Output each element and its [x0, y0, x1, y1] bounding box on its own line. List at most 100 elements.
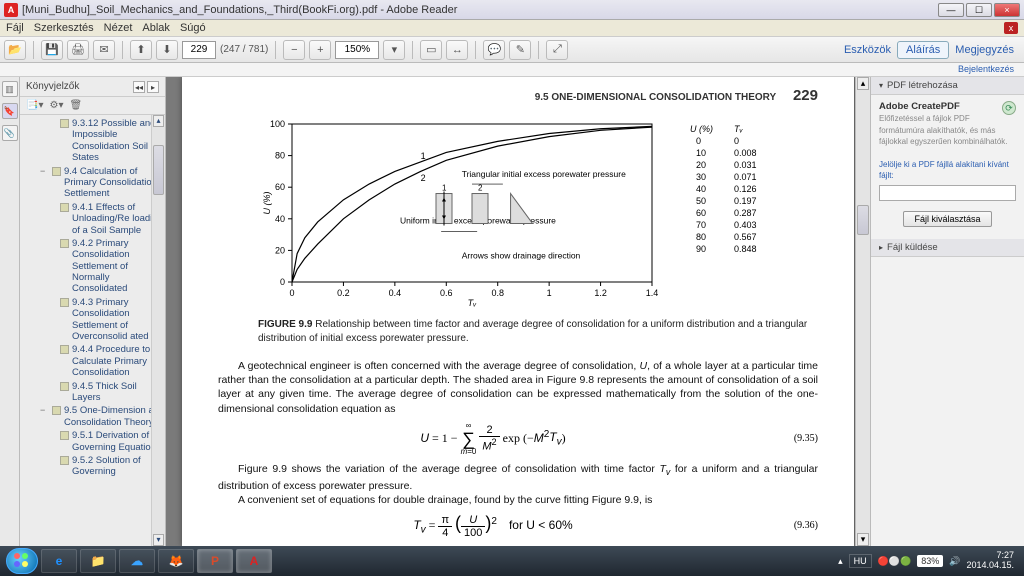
flag-icon[interactable]: 🔴⚪🟢	[878, 556, 912, 567]
svg-text:60: 60	[275, 182, 285, 192]
bm-new-icon[interactable]: 📑▾	[26, 100, 43, 111]
attach-rail-icon[interactable]: 📎	[2, 125, 18, 141]
body-text: A geotechnical engineer is often concern…	[218, 359, 818, 416]
bm-scroll-thumb[interactable]	[153, 145, 164, 195]
bookmark-item[interactable]: 9.5.1 Derivation of Governing Equation	[30, 429, 163, 454]
battery-pct[interactable]: 83%	[917, 555, 943, 567]
clock[interactable]: 7:272014.04.15.	[966, 551, 1018, 571]
bookmark-icon	[52, 406, 61, 415]
bookmark-item[interactable]: 9.4.4 Procedure to Calculate Primary Con…	[30, 343, 163, 379]
body-text-2: Figure 9.9 shows the variation of the av…	[218, 462, 818, 507]
taskbar-item[interactable]: 🦊	[158, 549, 194, 573]
page-down-button[interactable]: ⬇	[156, 40, 178, 60]
zoom-out-button[interactable]: −	[283, 40, 305, 60]
file-input[interactable]	[879, 185, 1016, 201]
page-up-button[interactable]: ⬆	[130, 40, 152, 60]
svg-text:100: 100	[270, 119, 285, 129]
page-total: (247 / 781)	[220, 44, 268, 55]
menu-súgó[interactable]: Súgó	[180, 22, 206, 34]
comment-tab[interactable]: Megjegyzés	[955, 44, 1014, 56]
acc-create-pdf[interactable]: ▾PDF létrehozása	[871, 77, 1024, 95]
bm-delete-icon[interactable]: 🗑	[69, 100, 82, 111]
svg-text:U (%): U (%)	[690, 124, 713, 134]
comment-icon[interactable]: 💬	[483, 40, 505, 60]
login-link[interactable]: Bejelentkezés	[958, 64, 1014, 74]
bookmark-item[interactable]: 9.4.3 Primary Consolidation Settlement o…	[30, 296, 163, 344]
taskbar-item[interactable]: A	[236, 549, 272, 573]
figure-caption: FIGURE 9.9 Relationship between time fac…	[258, 318, 818, 345]
bm-options-icon[interactable]: ⚙▾	[49, 100, 63, 111]
close-button[interactable]: ×	[994, 3, 1020, 17]
menu-fájl[interactable]: Fájl	[6, 22, 24, 34]
svg-text:0: 0	[734, 136, 739, 146]
mail-icon[interactable]: ✉	[93, 40, 115, 60]
zoom-input[interactable]	[335, 41, 379, 59]
sign-tab[interactable]: Aláírás	[897, 41, 949, 59]
bookmark-item[interactable]: 9.4.2 Primary Consolidation Settlement o…	[30, 237, 163, 296]
svg-text:Tᵥ: Tᵥ	[734, 124, 743, 134]
bm-next-button[interactable]: ▸	[147, 81, 159, 93]
bookmark-rail-icon[interactable]: 🔖	[2, 103, 18, 119]
svg-text:Triangular initial excess pore: Triangular initial excess porewater pres…	[462, 169, 626, 179]
page-input[interactable]	[182, 41, 216, 59]
bm-scroll-down[interactable]: ▾	[153, 534, 164, 546]
expand-icon[interactable]: ⤢	[546, 40, 568, 60]
svg-text:0.031: 0.031	[734, 160, 757, 170]
svg-text:40: 40	[696, 184, 706, 194]
svg-text:30: 30	[696, 172, 706, 182]
bookmark-item[interactable]: 9.4.1 Effects of Unloading/Re loading of…	[30, 201, 163, 237]
bookmark-icon	[52, 167, 61, 176]
bookmark-icon	[60, 203, 69, 212]
open-icon[interactable]: 📂	[4, 40, 26, 60]
svg-text:60: 60	[696, 208, 706, 218]
thumb-rail-icon[interactable]: ▥	[2, 81, 18, 97]
acc-send-file[interactable]: ▸Fájl küldése	[871, 239, 1024, 257]
taskbar-item[interactable]: 📁	[80, 549, 116, 573]
start-button[interactable]	[6, 548, 38, 574]
create-title: Adobe CreatePDF	[879, 101, 960, 112]
svg-text:0.2: 0.2	[337, 288, 350, 298]
tray-up-icon[interactable]: ▴	[838, 556, 843, 567]
bookmark-item[interactable]: 9.5.2 Solution of Governing	[30, 454, 163, 479]
bm-prev-button[interactable]: ◂◂	[133, 81, 145, 93]
zoom-in-button[interactable]: +	[309, 40, 331, 60]
svg-text:70: 70	[696, 220, 706, 230]
doc-close-button[interactable]: x	[1004, 22, 1018, 34]
bookmark-item[interactable]: −9.5 One-Dimension al Consolidation Theo…	[30, 404, 163, 429]
bm-scroll-up[interactable]: ▴	[153, 115, 164, 127]
svg-text:Tᵥ: Tᵥ	[468, 298, 477, 308]
network-icon[interactable]: 🔊	[949, 556, 960, 567]
svg-text:80: 80	[275, 151, 285, 161]
fit-width-icon[interactable]: ↔	[446, 40, 468, 60]
bookmark-item[interactable]: −9.4 Calculation of Primary Consolidatio…	[30, 165, 163, 201]
menu-nézet[interactable]: Nézet	[104, 22, 133, 34]
svg-text:0.008: 0.008	[734, 148, 757, 158]
tools-tab[interactable]: Eszközök	[844, 44, 891, 56]
save-icon[interactable]: 💾	[41, 40, 63, 60]
fit-page-icon[interactable]: ▭	[420, 40, 442, 60]
minimize-button[interactable]: —	[938, 3, 964, 17]
svg-text:1.2: 1.2	[594, 288, 607, 298]
doc-scroll-thumb[interactable]	[857, 205, 869, 235]
bookmark-item[interactable]: 9.4.5 Thick Soil Layers	[30, 380, 163, 405]
svg-text:20: 20	[275, 245, 285, 255]
bookmark-item[interactable]: 9.3.12 Possible and Impossible Consolida…	[30, 117, 163, 165]
svg-text:0.848: 0.848	[734, 244, 757, 254]
taskbar-item[interactable]: ☁	[119, 549, 155, 573]
svg-text:10: 10	[696, 148, 706, 158]
bookmark-icon	[60, 431, 69, 440]
lang-indicator[interactable]: HU	[849, 554, 872, 568]
menu-ablak[interactable]: Ablak	[142, 22, 170, 34]
maximize-button[interactable]: ☐	[966, 3, 992, 17]
highlight-icon[interactable]: ✎	[509, 40, 531, 60]
create-prompt: Jelölje ki a PDF fájllá alakítani kívánt…	[879, 160, 1009, 180]
doc-scroll-down[interactable]: ▾	[857, 533, 869, 546]
zoom-dropdown-button[interactable]: ▾	[383, 40, 405, 60]
svg-text:1: 1	[547, 288, 552, 298]
select-file-button[interactable]: Fájl kiválasztása	[903, 211, 991, 227]
print-icon[interactable]: 🖨	[67, 40, 89, 60]
doc-scroll-up[interactable]: ▴	[857, 77, 869, 90]
menu-szerkesztés[interactable]: Szerkesztés	[34, 22, 94, 34]
taskbar-item[interactable]: P	[197, 549, 233, 573]
taskbar-item[interactable]: e	[41, 549, 77, 573]
